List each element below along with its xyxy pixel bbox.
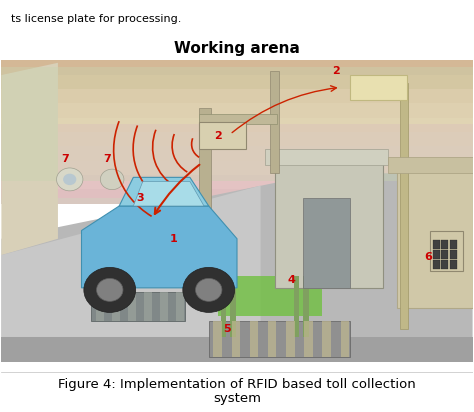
Bar (209, 321, 350, 358)
Bar (1, 146, 473, 161)
Bar (433, 250, 439, 259)
Bar (1, 175, 473, 190)
Bar (341, 321, 349, 358)
Text: 2: 2 (332, 66, 340, 76)
Bar (388, 157, 473, 173)
Bar (397, 165, 473, 308)
Bar (1, 161, 473, 176)
Bar (275, 157, 383, 288)
Bar (1, 67, 473, 181)
Bar (199, 122, 246, 149)
Text: 3: 3 (137, 193, 144, 203)
Text: 5: 5 (223, 324, 230, 334)
Bar (449, 260, 456, 269)
Bar (1, 124, 473, 198)
Bar (213, 321, 222, 358)
Bar (1, 89, 473, 104)
Bar (176, 292, 184, 321)
Bar (1, 60, 473, 75)
Polygon shape (1, 337, 473, 361)
Bar (1, 117, 473, 132)
Bar (220, 276, 226, 337)
Bar (293, 276, 299, 337)
Bar (218, 276, 322, 316)
Bar (400, 83, 408, 329)
Bar (433, 240, 439, 249)
Bar (160, 292, 168, 321)
Bar (1, 75, 473, 89)
Bar (441, 260, 448, 269)
Circle shape (84, 267, 136, 312)
Bar (433, 260, 439, 269)
Circle shape (56, 168, 83, 191)
Bar (441, 240, 448, 249)
Polygon shape (82, 206, 237, 288)
Text: 4: 4 (287, 275, 295, 285)
Text: 7: 7 (61, 154, 69, 164)
Polygon shape (133, 181, 204, 206)
Circle shape (63, 174, 76, 185)
Bar (303, 276, 309, 337)
Bar (112, 292, 120, 321)
Bar (449, 250, 456, 259)
Bar (1, 132, 473, 147)
Text: 6: 6 (424, 252, 432, 262)
Polygon shape (1, 185, 261, 337)
Bar (303, 198, 350, 288)
Circle shape (97, 279, 123, 301)
Bar (91, 292, 185, 321)
Bar (1, 103, 473, 118)
Polygon shape (119, 177, 209, 206)
Bar (144, 292, 152, 321)
Bar (199, 108, 211, 288)
Bar (449, 240, 456, 249)
Text: 1: 1 (170, 234, 177, 244)
Circle shape (183, 267, 235, 312)
Bar (268, 321, 276, 358)
Polygon shape (1, 63, 58, 255)
Text: Working arena: Working arena (174, 41, 300, 56)
Bar (265, 149, 388, 165)
Bar (96, 292, 104, 321)
Polygon shape (1, 173, 473, 361)
Circle shape (100, 169, 124, 190)
Bar (430, 231, 463, 272)
Bar (250, 321, 258, 358)
Text: system: system (213, 392, 261, 405)
Bar (350, 75, 407, 100)
Bar (232, 321, 240, 358)
Bar (128, 292, 136, 321)
Bar (270, 71, 279, 173)
Bar (304, 321, 313, 358)
Text: Figure 4: Implementation of RFID based toll collection: Figure 4: Implementation of RFID based t… (58, 377, 416, 391)
Text: ts license plate for processing.: ts license plate for processing. (11, 14, 181, 23)
Bar (230, 276, 236, 337)
Text: 2: 2 (214, 131, 222, 141)
Bar (1, 189, 473, 204)
Text: 7: 7 (103, 154, 111, 164)
Bar (322, 321, 331, 358)
Bar (286, 321, 295, 358)
Circle shape (196, 279, 222, 301)
Bar (441, 250, 448, 259)
Bar (199, 114, 277, 124)
